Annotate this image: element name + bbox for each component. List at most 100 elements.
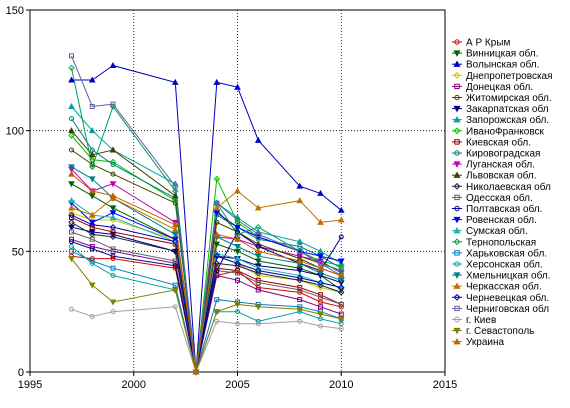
data-point	[69, 53, 74, 59]
data-point	[109, 181, 117, 188]
legend-label: ИваноФранковск	[466, 126, 545, 137]
legend-marker	[453, 238, 461, 246]
data-point	[337, 277, 345, 284]
legend-label: Волынская обл.	[466, 59, 539, 71]
x-tick-label: 2010	[329, 379, 353, 391]
legend-label: Николаевская обл	[466, 181, 551, 193]
data-point	[214, 272, 220, 278]
legend-marker	[454, 250, 460, 256]
data-point	[235, 321, 240, 327]
data-point	[69, 229, 74, 235]
data-point	[254, 253, 262, 260]
data-point	[109, 61, 117, 69]
data-point	[109, 146, 117, 153]
data-point	[110, 246, 116, 252]
data-point	[337, 316, 345, 323]
data-point	[255, 269, 262, 277]
data-point	[317, 284, 324, 291]
data-point	[254, 304, 262, 311]
data-point	[234, 244, 241, 251]
data-point	[68, 219, 75, 226]
legend-marker	[453, 50, 461, 57]
legend-marker	[454, 194, 460, 201]
data-point	[68, 76, 75, 83]
data-point	[213, 204, 221, 211]
legend-label: г. Севастополь	[466, 326, 534, 337]
data-point	[68, 197, 75, 204]
legend-marker	[453, 171, 461, 178]
legend-marker	[454, 316, 460, 323]
legend-label: Херсонская обл.	[466, 259, 543, 271]
data-point	[255, 280, 261, 286]
y-tick-label: 50	[12, 246, 24, 258]
data-point	[317, 264, 324, 271]
data-point	[110, 101, 116, 107]
data-point	[213, 309, 221, 316]
data-point	[317, 218, 324, 225]
data-point	[68, 204, 75, 211]
data-point	[297, 297, 303, 303]
x-tick-label: 2005	[225, 379, 249, 391]
data-point	[255, 231, 261, 237]
y-tick-label: 0	[18, 367, 24, 379]
data-point	[89, 244, 95, 250]
legend-marker	[453, 182, 461, 190]
data-point	[213, 175, 220, 183]
data-point	[172, 282, 178, 288]
y-tick-label: 150	[6, 5, 24, 17]
y-tick-label: 100	[6, 126, 24, 138]
data-point	[88, 187, 96, 194]
legend-label: А Р Крым	[466, 38, 510, 49]
data-point	[69, 244, 74, 250]
data-point	[88, 211, 96, 218]
series-line	[71, 221, 342, 373]
data-point	[338, 311, 344, 317]
data-point	[297, 318, 303, 324]
legend-marker	[453, 71, 461, 79]
data-point	[318, 294, 323, 300]
data-point	[109, 223, 117, 231]
series-line	[71, 135, 342, 373]
data-point	[89, 221, 96, 228]
data-point	[172, 258, 178, 264]
legend-marker	[454, 94, 460, 101]
legend-marker	[453, 60, 461, 67]
legend-marker	[453, 216, 461, 224]
data-point	[89, 236, 95, 242]
data-point	[69, 306, 74, 312]
data-point	[192, 368, 200, 375]
legend-label: Полтавская обл.	[466, 203, 542, 215]
data-point	[296, 257, 304, 264]
data-point	[109, 214, 117, 221]
data-point	[317, 189, 324, 196]
legend-label: Житомирская обл.	[466, 92, 552, 104]
data-point	[254, 204, 262, 211]
data-point	[88, 151, 96, 158]
data-point	[88, 76, 96, 83]
data-point	[255, 267, 262, 274]
legend-label: Тернопольская	[466, 237, 536, 248]
data-point	[254, 136, 262, 143]
x-tick-label: 2015	[433, 379, 457, 391]
series-markers	[68, 53, 345, 376]
legend-label: Ровенская обл.	[466, 214, 537, 226]
series-line	[71, 250, 342, 374]
data-point	[172, 183, 178, 189]
data-point	[89, 104, 95, 110]
data-point	[296, 306, 304, 313]
data-point	[68, 211, 75, 219]
data-point	[214, 318, 220, 324]
legend-label: Винницкая обл.	[466, 48, 538, 60]
legend-marker	[453, 115, 461, 123]
legend-label: Днепропетровская	[466, 71, 553, 82]
data-point	[337, 216, 345, 223]
data-point	[69, 248, 74, 254]
data-point	[172, 304, 178, 310]
data-point	[317, 311, 324, 318]
data-point	[172, 238, 179, 245]
data-point	[235, 270, 240, 276]
data-point	[296, 238, 304, 245]
legend-marker	[454, 39, 460, 45]
legend-marker	[453, 282, 461, 289]
